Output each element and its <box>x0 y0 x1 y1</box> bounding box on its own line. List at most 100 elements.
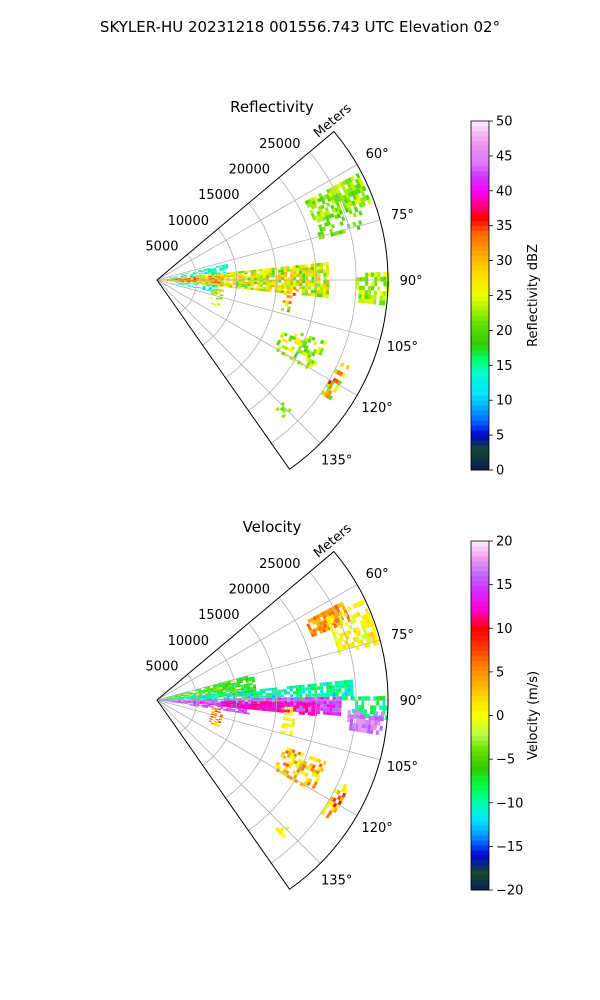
echo-cell <box>355 636 360 642</box>
azimuth-tick-label: 120° <box>361 821 392 836</box>
echo-cell <box>307 292 311 297</box>
echo-cell <box>293 697 297 700</box>
echo-cell <box>284 706 288 710</box>
echo-cell <box>268 289 272 292</box>
echo-cell <box>281 274 285 278</box>
echo-cell <box>359 620 365 626</box>
echo-cell <box>171 697 175 698</box>
echo-cell <box>365 618 370 624</box>
echo-cell <box>230 682 235 685</box>
echo-cell <box>320 810 326 816</box>
echo-cell <box>175 277 179 279</box>
echo-cell <box>330 223 335 229</box>
echo-cell <box>268 282 272 285</box>
colorbar-segment <box>471 415 489 421</box>
echo-cell <box>277 692 281 695</box>
echo-cell <box>338 632 343 638</box>
echo-cell <box>374 716 378 721</box>
echo-cell <box>327 379 333 385</box>
echo-cell <box>302 702 306 706</box>
echo-cell <box>262 273 266 276</box>
echo-cell <box>295 685 299 689</box>
echo-cell <box>253 705 257 708</box>
echo-cell <box>208 284 212 286</box>
echo-cell <box>317 273 321 277</box>
echo-cell <box>217 276 221 279</box>
echo-cell <box>326 608 331 614</box>
echo-cell <box>265 704 270 707</box>
echo-cell <box>306 781 311 787</box>
echo-cell <box>201 691 205 693</box>
echo-cell <box>318 612 323 618</box>
colorbar-segment <box>471 775 489 781</box>
echo-cell <box>248 676 252 680</box>
echo-cell <box>175 282 179 283</box>
echo-cell <box>220 701 224 703</box>
echo-cell <box>216 688 220 691</box>
echo-cell <box>265 270 269 274</box>
echo-cell <box>165 697 169 699</box>
echo-cell <box>301 783 307 788</box>
echo-cell <box>280 710 284 713</box>
colorbar-segment <box>471 805 489 811</box>
echo-cell <box>335 384 340 390</box>
echo-cell <box>202 704 206 706</box>
echo-cell <box>344 692 348 697</box>
echo-cell <box>253 707 257 711</box>
echo-cell <box>241 270 245 273</box>
echo-cell <box>222 687 226 690</box>
echo-cell <box>359 710 363 716</box>
echo-cell <box>318 621 324 626</box>
echo-cell <box>328 607 334 613</box>
echo-cell <box>335 642 340 648</box>
colorbar-segment <box>471 605 489 612</box>
echo-cell <box>373 295 377 300</box>
echo-cell <box>271 282 275 285</box>
echo-cell <box>367 622 372 628</box>
echo-cell <box>218 288 222 291</box>
echo-cell <box>183 273 187 275</box>
echo-cell <box>202 285 206 288</box>
echo-cell <box>367 724 371 730</box>
echo-cell <box>220 278 224 280</box>
echo-cell <box>369 621 375 627</box>
echo-cell <box>371 715 375 721</box>
echo-cell <box>220 284 224 286</box>
echo-cell <box>291 721 295 725</box>
echo-cell <box>369 299 374 305</box>
echo-cell <box>288 764 293 769</box>
echo-cell <box>192 693 196 696</box>
echo-cell <box>311 336 316 341</box>
echo-cell <box>184 281 188 282</box>
echo-cell <box>175 280 179 282</box>
echo-cell <box>213 303 217 306</box>
echo-cell <box>250 271 254 275</box>
echo-cell <box>232 693 236 696</box>
echo-cell <box>325 217 330 223</box>
echo-cell <box>301 289 305 293</box>
echo-cell <box>336 213 342 219</box>
azimuth-spoke <box>156 699 321 864</box>
echo-cell <box>214 282 218 284</box>
echo-cell <box>163 700 167 701</box>
echo-cell <box>245 677 249 681</box>
echo-cell <box>326 269 330 273</box>
range-tick-label: 20000 <box>229 583 270 598</box>
echo-cell <box>163 698 166 700</box>
echo-cell <box>211 288 215 291</box>
echo-cell <box>286 266 290 270</box>
echo-cell <box>382 705 386 711</box>
echo-cell <box>331 199 336 205</box>
echo-cell <box>271 270 275 273</box>
echo-cell <box>325 682 329 686</box>
echo-cell <box>357 727 362 733</box>
sector-outline <box>156 130 389 470</box>
echo-cell <box>371 286 375 291</box>
echo-cell <box>317 766 322 772</box>
echo-cell <box>241 692 245 695</box>
echo-cell <box>259 273 263 276</box>
echo-cell <box>174 696 178 698</box>
echo-cell <box>199 697 203 699</box>
echo-cell <box>305 280 309 284</box>
